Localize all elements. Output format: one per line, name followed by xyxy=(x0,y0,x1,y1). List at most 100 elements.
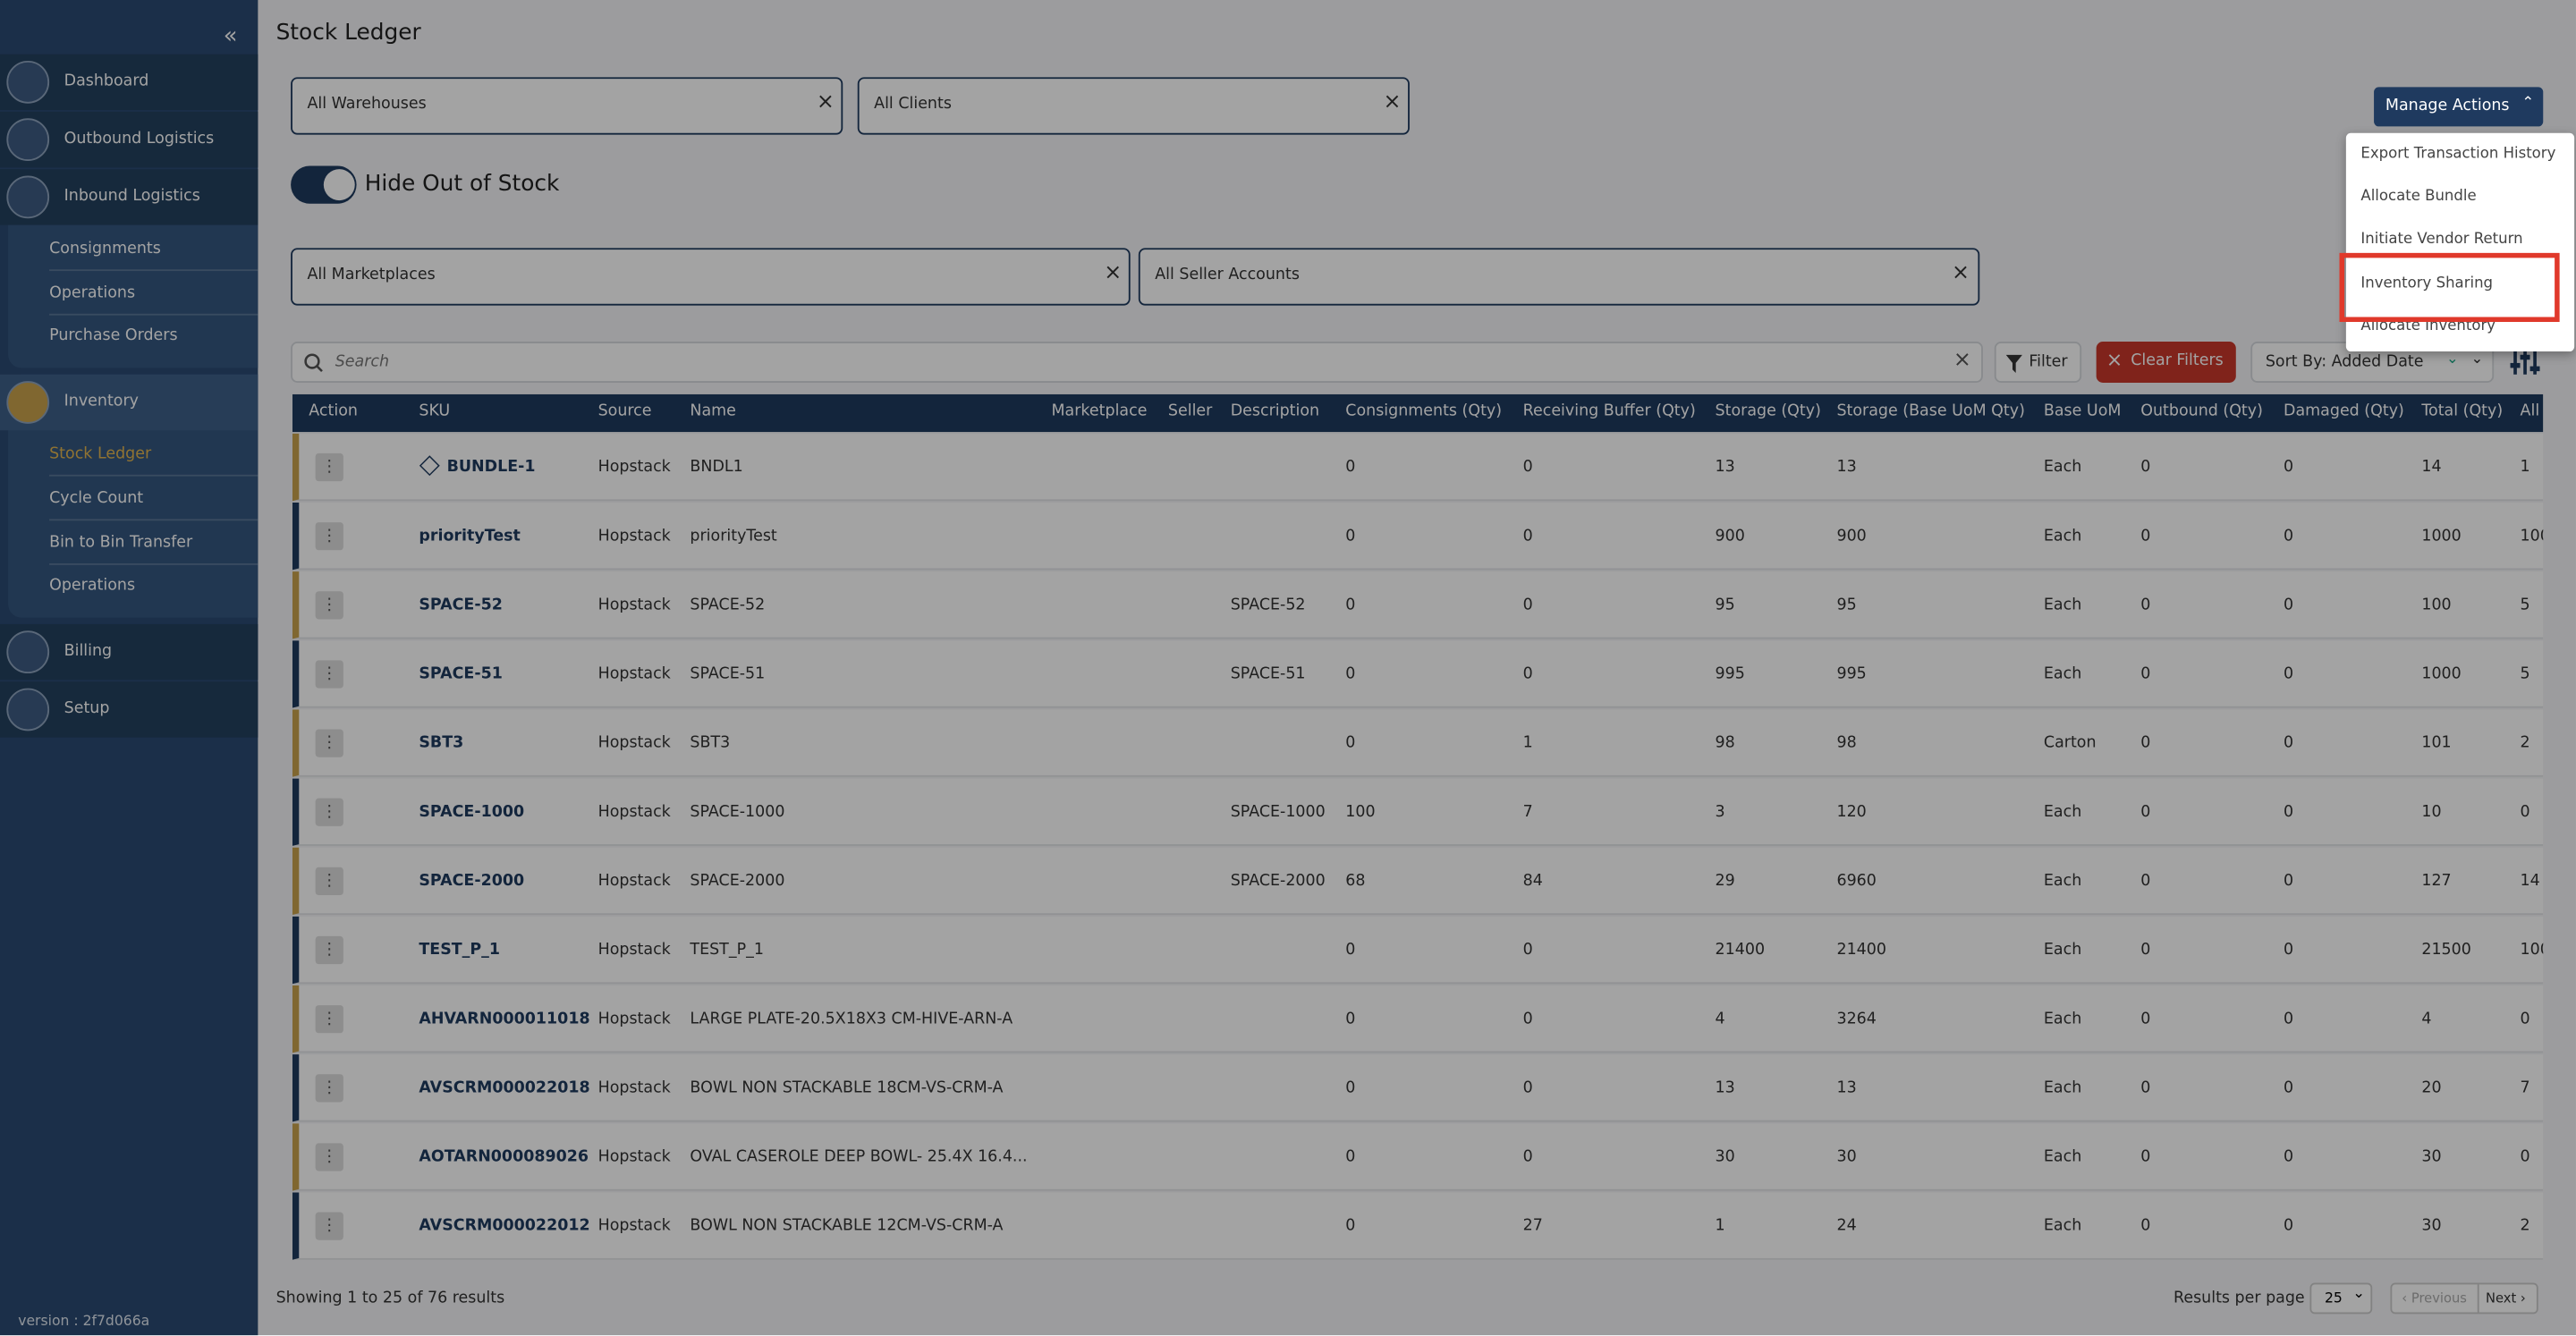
table-cell: 0 xyxy=(2284,872,2294,891)
manage-actions-button[interactable]: Manage Actions ⌃ xyxy=(2374,87,2544,127)
table-row xyxy=(292,778,2544,846)
nav-subitem[interactable]: Cycle Count xyxy=(49,488,144,508)
table-cell: TEST_P_1 xyxy=(690,941,764,960)
divider xyxy=(49,562,258,564)
table-cell: 2 xyxy=(2520,1217,2530,1236)
nav-item[interactable]: Outbound Logistics xyxy=(64,130,215,148)
row-action-button[interactable]: ⋮ xyxy=(315,1212,343,1240)
nav-item[interactable]: Billing xyxy=(64,641,113,661)
table-cell: priorityTest xyxy=(690,527,777,545)
nav-subitem[interactable]: Operations xyxy=(49,283,136,302)
sku-link[interactable]: AVSCRM000022018 xyxy=(419,1078,590,1097)
table-cell: Carton xyxy=(2043,734,2097,753)
table-row xyxy=(292,503,2544,571)
filter-value: All Seller Accounts xyxy=(1155,266,1300,284)
table-row xyxy=(292,1123,2544,1191)
clear-filters-button[interactable]: × Clear Filters xyxy=(2096,342,2236,383)
menu-item[interactable]: Inventory Sharing xyxy=(2360,275,2494,292)
sku-link[interactable]: AHVARN000011018 xyxy=(419,1010,590,1028)
table-header xyxy=(292,393,2544,433)
row-action-button[interactable]: ⋮ xyxy=(315,935,343,965)
table-cell: BNDL1 xyxy=(690,458,743,477)
sku-link[interactable]: priorityTest xyxy=(419,527,521,545)
table-cell: 0 xyxy=(2284,527,2294,545)
table-cell: Hopstack xyxy=(597,1010,671,1028)
table-cell: 13 xyxy=(1836,1078,1857,1097)
filter-button[interactable]: Filter xyxy=(1994,342,2082,383)
table-cell: Hopstack xyxy=(597,941,671,960)
table-cell: 30 xyxy=(2421,1147,2442,1167)
table-cell: 0 xyxy=(2140,1010,2151,1028)
row-action-button[interactable]: ⋮ xyxy=(315,591,343,620)
table-cell: 0 xyxy=(1345,664,1356,684)
table-row xyxy=(292,1054,2544,1122)
previous-button[interactable]: ‹ Previous xyxy=(2402,1290,2467,1306)
filter-value: All Marketplaces xyxy=(307,266,436,284)
toggle[interactable] xyxy=(291,165,357,204)
nav-item[interactable]: Inbound Logistics xyxy=(64,187,200,206)
nav-subitem[interactable]: Stock Ledger xyxy=(49,444,152,464)
row-action-button[interactable]: ⋮ xyxy=(315,798,343,826)
menu-item[interactable]: Allocate Bundle xyxy=(2360,189,2477,206)
sku-link[interactable]: AOTARN000089026 xyxy=(419,1147,589,1167)
table-cell: Hopstack xyxy=(597,803,671,822)
button-label: Filter xyxy=(2029,352,2068,372)
sku-link[interactable]: SPACE-51 xyxy=(419,664,503,684)
table-cell: 120 xyxy=(1836,803,1867,822)
nav-icon xyxy=(6,381,50,425)
nav-subitem[interactable]: Consignments xyxy=(49,240,161,258)
table-cell: 0 xyxy=(2284,803,2294,822)
search-box[interactable]: Search × xyxy=(291,342,1983,383)
sku-link[interactable]: SBT3 xyxy=(419,734,464,753)
sku-link[interactable]: BUNDLE-1 xyxy=(446,458,536,477)
per-page-select[interactable]: 25 ⌄ xyxy=(2309,1282,2373,1315)
collapse-button[interactable]: « xyxy=(223,22,238,50)
table-cell: 10 xyxy=(2421,803,2442,822)
table-cell: Each xyxy=(2043,803,2082,822)
menu-item[interactable]: Export Transaction History xyxy=(2360,146,2556,163)
table-cell: 2 xyxy=(2520,734,2530,753)
menu-item[interactable]: Allocate Inventory xyxy=(2360,317,2496,335)
nav-subitem[interactable]: Bin to Bin Transfer xyxy=(49,533,193,552)
table-cell: Hopstack xyxy=(597,734,671,753)
sku-link[interactable]: TEST_P_1 xyxy=(419,941,501,960)
sku-link[interactable]: SPACE-1000 xyxy=(419,803,525,822)
nav-item[interactable]: Dashboard xyxy=(64,72,149,91)
row-action-button[interactable]: ⋮ xyxy=(315,729,343,757)
row-action-button[interactable]: ⋮ xyxy=(315,660,343,689)
marketplace-filter[interactable]: All Marketplaces × xyxy=(291,248,1131,306)
sort-label: Sort By: Added Date xyxy=(2265,352,2424,372)
row-action-button[interactable]: ⋮ xyxy=(315,522,343,551)
row-action-button[interactable]: ⋮ xyxy=(315,1143,343,1171)
table-cell: 7 xyxy=(2520,1078,2530,1097)
table: Action SKU Source Name Marketplace Seller Desc… xyxy=(292,393,2544,1264)
table-cell: 0 xyxy=(2140,734,2151,753)
warehouse-filter[interactable]: All Warehouses × xyxy=(291,77,843,135)
nav-subitem[interactable]: Operations xyxy=(49,577,136,596)
table-cell: Each xyxy=(2043,1078,2082,1097)
sku-link[interactable]: SPACE-52 xyxy=(419,596,503,614)
table-cell: SBT3 xyxy=(690,734,731,753)
next-button[interactable]: Next › xyxy=(2485,1290,2526,1306)
nav-item[interactable]: Inventory xyxy=(64,393,140,411)
row-action-button[interactable]: ⋮ xyxy=(315,452,343,482)
client-filter[interactable]: All Clients × xyxy=(857,77,1410,135)
seller-filter[interactable]: All Seller Accounts × xyxy=(1138,248,1980,306)
table-cell: SPACE-1000 xyxy=(1230,803,1326,822)
table-cell: Each xyxy=(2043,596,2082,614)
table-cell: 13 xyxy=(1715,1078,1735,1097)
nav-item[interactable]: Setup xyxy=(64,699,110,718)
row-action-button[interactable]: ⋮ xyxy=(315,1005,343,1034)
table-cell: 0 xyxy=(1522,941,1533,960)
sku-link[interactable]: AVSCRM000022012 xyxy=(419,1217,590,1236)
column-settings[interactable] xyxy=(2510,348,2540,376)
table-cell: 13 xyxy=(1836,458,1857,477)
divider xyxy=(49,474,258,477)
row-action-button[interactable]: ⋮ xyxy=(315,1074,343,1103)
sku-link[interactable]: SPACE-2000 xyxy=(419,872,525,891)
nav-subitem[interactable]: Purchase Orders xyxy=(49,327,178,346)
divider xyxy=(49,313,258,316)
menu-item[interactable]: Initiate Vendor Return xyxy=(2360,232,2523,249)
row-action-button[interactable]: ⋮ xyxy=(315,867,343,896)
